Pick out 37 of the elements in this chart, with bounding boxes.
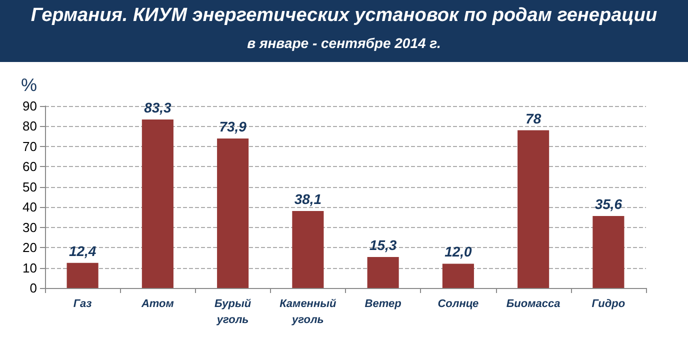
data-label: 12,0: [444, 244, 472, 260]
bar: [592, 216, 624, 288]
y-tick-label: 10: [22, 260, 37, 276]
bar: [442, 264, 474, 288]
y-tick-label: 70: [22, 138, 37, 154]
y-tick-label: 0: [30, 280, 37, 296]
bar: [292, 210, 324, 288]
x-tick-label: Атом: [140, 298, 174, 310]
bar: [217, 138, 249, 288]
data-label: 38,1: [294, 190, 322, 207]
x-tick-label: Бурый уголь: [214, 298, 252, 326]
y-tick-label: 40: [22, 200, 37, 215]
data-label: 73,9: [219, 118, 247, 135]
y-tick-label: 90: [22, 98, 37, 114]
data-label: 12,4: [68, 242, 96, 259]
x-tick-label: Гидро: [592, 298, 626, 310]
y-tick-label: 60: [22, 159, 37, 174]
bar: [518, 130, 550, 288]
x-tick-label: Газ: [73, 298, 92, 310]
data-label: 35,6: [594, 196, 622, 212]
y-tick-label: 20: [22, 240, 37, 256]
y-tick-label: 80: [22, 118, 37, 134]
chart-title: Германия. КИУМ энергетических установок по родам генерации: [30, 4, 658, 27]
chart-subtitle: в январе - сентябре 2014 г.: [246, 35, 442, 51]
x-tick-label: Солнце: [438, 298, 479, 310]
data-label: 15,3: [369, 237, 397, 254]
bar: [66, 262, 98, 288]
bar: [142, 120, 174, 288]
bar: [367, 257, 399, 288]
y-tick-label: 50: [22, 179, 37, 194]
x-tick-label: Ветер: [364, 298, 402, 310]
y-tick-label: 30: [22, 220, 37, 235]
data-label: 78: [526, 110, 542, 126]
data-label: 83,3: [144, 100, 172, 116]
y-axis-title: %: [20, 75, 37, 95]
x-tick-label: Биомасса: [506, 298, 560, 310]
x-tick-label: Каменный уголь: [280, 298, 336, 326]
